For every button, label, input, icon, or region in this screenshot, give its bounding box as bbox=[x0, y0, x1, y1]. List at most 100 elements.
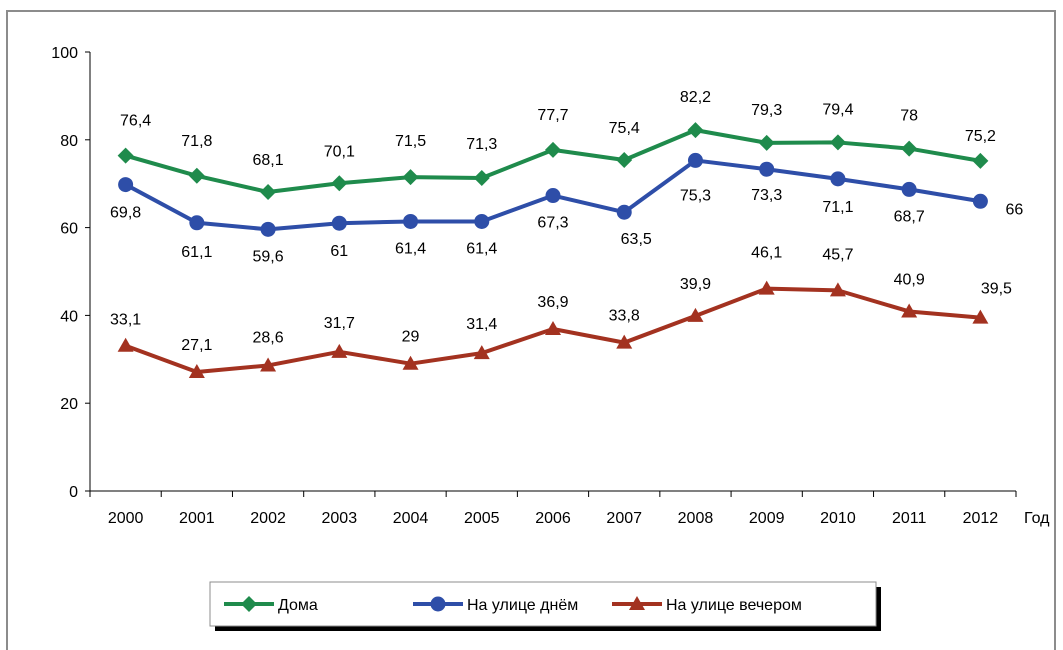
data-point bbox=[830, 171, 846, 187]
data-label: 71,8 bbox=[181, 133, 212, 150]
x-tick-label: 2006 bbox=[535, 510, 571, 527]
data-label: 78 bbox=[900, 108, 918, 125]
series-layer: 76,4 71,8 68,1 70,1 71,5 71,3 77,7 75,4 82,2 79,3… bbox=[110, 89, 1023, 379]
data-point bbox=[189, 215, 205, 231]
data-point bbox=[331, 343, 348, 358]
data-point bbox=[402, 355, 419, 370]
data-label: 59,6 bbox=[253, 248, 284, 265]
x-axis-label: Год bbox=[1024, 510, 1050, 527]
x-tick-label: 2009 bbox=[749, 510, 785, 527]
data-label: 71,3 bbox=[466, 136, 497, 153]
legend-label: На улице вечером bbox=[666, 597, 802, 614]
legend-swatch-marker bbox=[430, 596, 446, 612]
data-label: 33,1 bbox=[110, 312, 141, 329]
data-point bbox=[829, 282, 846, 297]
x-tick-label: 2012 bbox=[963, 510, 999, 527]
data-label: 77,7 bbox=[537, 107, 568, 124]
data-point bbox=[545, 141, 561, 158]
data-point bbox=[260, 357, 277, 372]
x-ticks: 2000 2001 2002 2003 2004 2005 2006 2007 2008 2009… bbox=[89, 491, 1017, 527]
data-point bbox=[616, 204, 632, 220]
data-label: 36,9 bbox=[537, 294, 568, 311]
data-label: 63,5 bbox=[621, 231, 652, 248]
data-point bbox=[829, 134, 846, 151]
data-label: 39,5 bbox=[981, 281, 1012, 298]
data-point bbox=[260, 221, 276, 237]
data-point bbox=[402, 169, 419, 186]
data-label: 61 bbox=[330, 243, 348, 260]
data-point bbox=[759, 161, 775, 177]
data-point bbox=[188, 167, 205, 184]
data-point bbox=[687, 307, 704, 322]
data-label: 79,4 bbox=[822, 101, 853, 118]
x-tick-label: 2010 bbox=[820, 510, 856, 527]
data-label: 70,1 bbox=[324, 143, 355, 160]
legend: Дома На улице днём На улице вечером bbox=[209, 581, 881, 631]
data-point bbox=[331, 215, 347, 231]
data-label: 39,9 bbox=[680, 276, 711, 293]
y-tick-label: 40 bbox=[60, 308, 78, 325]
data-point bbox=[188, 364, 205, 379]
data-label: 61,4 bbox=[395, 240, 426, 257]
data-label: 75,2 bbox=[965, 128, 996, 145]
data-label: 71,5 bbox=[395, 133, 426, 150]
legend-label: На улице днём bbox=[467, 597, 578, 614]
data-label: 27,1 bbox=[181, 337, 212, 354]
series-0: 76,4 71,8 68,1 70,1 71,5 71,3 77,7 75,4 82,2 79,3… bbox=[117, 89, 996, 201]
data-label: 75,3 bbox=[680, 187, 711, 204]
legend-box bbox=[209, 581, 877, 627]
data-label: 46,1 bbox=[751, 245, 782, 262]
data-label: 33,8 bbox=[609, 308, 640, 325]
data-point bbox=[474, 213, 490, 229]
data-label: 82,2 bbox=[680, 89, 711, 106]
data-point bbox=[901, 140, 918, 157]
data-point bbox=[687, 152, 703, 168]
series-1: 69,8 61,1 59,6 61 61,4 61,4 67,3 63,5 75,3 73,3 71… bbox=[110, 152, 1023, 265]
y-tick-label: 100 bbox=[51, 45, 78, 62]
data-label: 69,8 bbox=[110, 205, 141, 222]
data-point bbox=[117, 337, 134, 352]
legend-swatch-marker bbox=[629, 596, 645, 610]
data-label: 79,3 bbox=[751, 102, 782, 119]
series-2: 33,1 27,1 28,6 31,7 29 31,4 36,9 33,8 39,9 46,1 45… bbox=[110, 245, 1012, 379]
data-label: 29 bbox=[402, 329, 420, 346]
x-tick-label: 2001 bbox=[179, 510, 215, 527]
x-tick-label: 2002 bbox=[250, 510, 286, 527]
data-label: 31,4 bbox=[466, 316, 497, 333]
data-label: 73,3 bbox=[751, 187, 782, 204]
data-point bbox=[545, 188, 561, 204]
data-label: 66 bbox=[1005, 201, 1023, 218]
data-point bbox=[972, 152, 989, 169]
data-label: 71,1 bbox=[822, 199, 853, 216]
data-point bbox=[687, 122, 704, 139]
y-tick-label: 20 bbox=[60, 396, 78, 413]
data-point bbox=[972, 309, 989, 324]
y-tick-label: 80 bbox=[60, 133, 78, 150]
data-label: 75,4 bbox=[609, 120, 640, 137]
data-point bbox=[616, 151, 633, 168]
x-tick-label: 2008 bbox=[678, 510, 714, 527]
y-ticks: 0 20 40 60 80 100 bbox=[51, 45, 90, 501]
data-label: 61,4 bbox=[466, 240, 497, 257]
data-point bbox=[758, 134, 775, 151]
data-label: 76,4 bbox=[120, 113, 151, 130]
data-point bbox=[260, 184, 277, 201]
data-label: 28,6 bbox=[253, 329, 284, 346]
data-point bbox=[901, 181, 917, 197]
chart-frame bbox=[6, 10, 1056, 650]
data-point bbox=[118, 177, 134, 193]
x-tick-label: 2003 bbox=[322, 510, 358, 527]
y-tick-label: 0 bbox=[69, 484, 78, 501]
data-label: 68,7 bbox=[894, 208, 925, 225]
data-point bbox=[331, 175, 348, 192]
x-tick-label: 2004 bbox=[393, 510, 429, 527]
x-tick-label: 2007 bbox=[606, 510, 642, 527]
data-label: 67,3 bbox=[537, 215, 568, 232]
data-label: 61,1 bbox=[181, 244, 212, 261]
legend-swatch-marker bbox=[241, 596, 257, 612]
x-tick-label: 2011 bbox=[892, 510, 927, 527]
data-point bbox=[473, 345, 490, 360]
data-point bbox=[117, 147, 134, 164]
data-point bbox=[616, 334, 633, 349]
